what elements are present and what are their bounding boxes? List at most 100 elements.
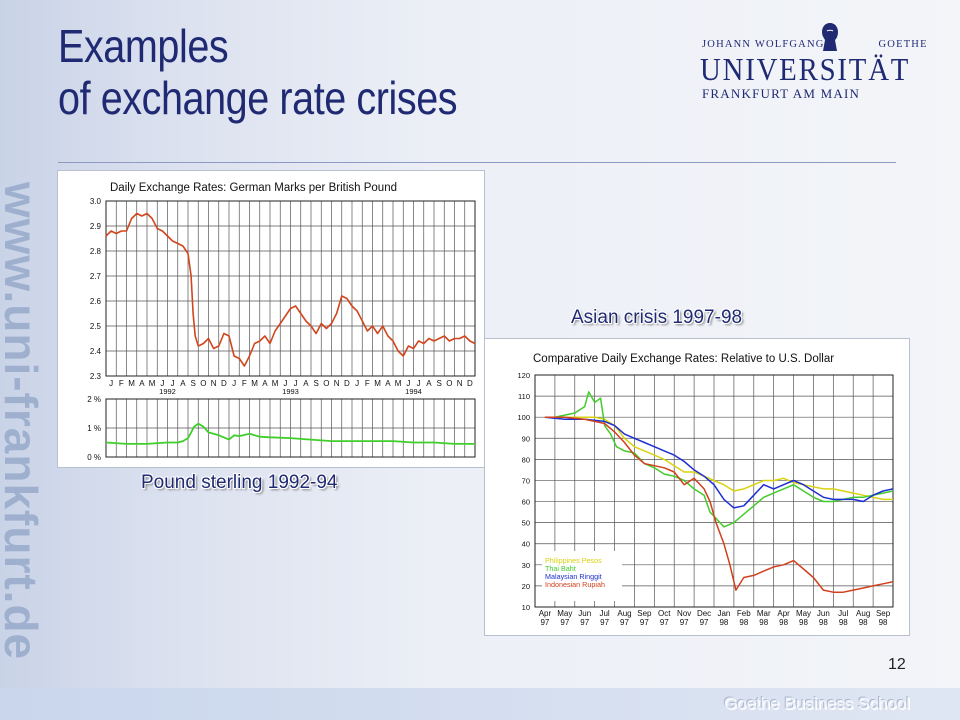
chart1-series-line [105, 212, 476, 367]
chart2-legend-entry: Thai Baht [545, 564, 576, 573]
chart2-xtick-year: 98 [839, 618, 848, 627]
chart2-ytick: 30 [522, 561, 530, 570]
chart1-ytick: 2.8 [90, 247, 102, 256]
chart1-xtick-month: J [160, 379, 164, 388]
chart1-xtick-month: A [180, 379, 186, 388]
chart1-xtick-month: N [334, 379, 340, 388]
chart2-series-line-3 [544, 416, 894, 593]
chart1-xtick-month: J [355, 379, 359, 388]
chart2-xtick-year: 97 [560, 618, 569, 627]
chart2-xtick-month: May [557, 609, 572, 618]
gbp-chart-caption: Pound sterling 1992-94 [141, 472, 338, 493]
chart1-xtick-month: M [149, 379, 156, 388]
title-divider [58, 162, 896, 163]
chart1-xtick-month: S [313, 379, 318, 388]
chart1-xtick-month: J [171, 379, 175, 388]
chart2-xtick-month: Sep [876, 609, 891, 618]
chart2-ytick: 100 [517, 413, 530, 422]
chart1-ytick: 3.0 [90, 197, 102, 206]
chart2-xtick-month: Nov [677, 609, 691, 618]
chart2-ytick: 120 [517, 371, 530, 380]
chart2-ytick: 110 [518, 392, 530, 401]
logo-surname: GOETHE [878, 39, 928, 50]
chart1-xtick-month: D [344, 379, 350, 388]
chart2-ytick: 90 [522, 434, 530, 443]
chart1-xtick-month: J [406, 379, 410, 388]
chart2-xtick-month: Mar [757, 609, 771, 618]
logo-name: UNIVERSITÄT [700, 51, 911, 87]
logo-first-names: JOHANN WOLFGANG [702, 39, 825, 50]
chart1-xtick-month: A [139, 379, 145, 388]
chart2-xtick-year: 97 [600, 618, 609, 627]
chart2-ytick: 50 [522, 519, 530, 528]
chart1-xtick-month: O [446, 379, 452, 388]
chart1-xtick-month: J [109, 379, 113, 388]
chart1-xtick-month: M [395, 379, 402, 388]
chart2-xtick-year: 98 [759, 618, 768, 627]
chart1-xtick-month: M [272, 379, 279, 388]
chart1-xtick-month: A [303, 379, 309, 388]
logo-city: FRANKFURT AM MAIN [702, 86, 861, 101]
chart1-plot-frame [105, 200, 476, 377]
chart2-xtick-month: Dec [697, 609, 711, 618]
chart2-legend-entry: Indonesian Rupiah [545, 580, 605, 589]
chart2-xtick-month: Jun [817, 609, 830, 618]
chart2-xtick-month: May [796, 609, 811, 618]
chart1-xtick-month: F [242, 379, 247, 388]
chart2-xtick-year: 98 [879, 618, 888, 627]
chart1-sub-ytick: 2 % [87, 395, 101, 404]
chart2-xtick-month: Jun [578, 609, 591, 618]
page-number: 12 [888, 656, 906, 673]
chart2-xtick-year: 97 [680, 618, 689, 627]
gbp-dem-chart-panel: Daily Exchange Rates: German Marks per B… [57, 170, 485, 468]
asia-crisis-chart: Comparative Daily Exchange Rates: Relati… [517, 353, 894, 627]
chart2-xtick-month: Aug [617, 609, 631, 618]
gbp-dem-chart: Daily Exchange Rates: German Marks per B… [87, 182, 476, 462]
logo-top-line: JOHANN WOLFGANG GOETHE [702, 39, 928, 50]
chart1-ytick: 2.6 [90, 297, 102, 306]
chart2-xtick-month: Jan [717, 609, 730, 618]
chart1-xtick-year: 1992 [159, 387, 176, 396]
chart2-xtick-month: Apr [777, 609, 790, 618]
chart1-xtick-month: M [251, 379, 258, 388]
chart2-ytick: 10 [522, 603, 530, 612]
chart1-xtick-month: S [190, 379, 195, 388]
chart1-xtick-month: D [221, 379, 227, 388]
chart1-xtick-month: A [385, 379, 391, 388]
chart2-xtick-year: 97 [580, 618, 589, 627]
chart2-ytick: 20 [522, 582, 530, 591]
chart1-xtick-month: F [119, 379, 124, 388]
chart2-legend-box [542, 551, 622, 601]
chart1-xtick-month: J [417, 379, 421, 388]
chart2-xtick-month: Aug [856, 609, 870, 618]
chart2-xtick-year: 97 [660, 618, 669, 627]
chart2-xtick-month: Apr [539, 609, 552, 618]
chart1-xtick-month: J [294, 379, 298, 388]
chart1-ytick: 2.7 [90, 272, 102, 281]
chart1-xtick-month: O [323, 379, 329, 388]
chart1-ytick: 2.9 [90, 222, 102, 231]
chart1-xtick-month: A [262, 379, 268, 388]
chart2-xtick-year: 97 [540, 618, 549, 627]
chart2-xtick-month: Jul [599, 609, 609, 618]
chart1-xtick-month: M [374, 379, 381, 388]
chart2-xtick-year: 98 [859, 618, 868, 627]
footer-brand: Goethe Business School [723, 694, 910, 713]
chart2-xtick-month: Oct [658, 609, 671, 618]
chart1-xtick-month: N [457, 379, 463, 388]
footer-band [0, 688, 960, 720]
chart2-title: Comparative Daily Exchange Rates: Relati… [533, 353, 834, 365]
chart1-xtick-month: M [128, 379, 135, 388]
chart1-xtick-month: A [426, 379, 432, 388]
chart2-xtick-year: 98 [799, 618, 808, 627]
chart1-title: Daily Exchange Rates: German Marks per B… [110, 182, 397, 194]
chart1-ytick: 2.3 [90, 372, 102, 381]
chart2-series-line-2 [544, 416, 894, 509]
chart1-xtick-month: J [232, 379, 236, 388]
asia-chart-caption: Asian crisis 1997-98 [571, 307, 743, 328]
chart2-xtick-month: Feb [737, 609, 751, 618]
chart2-ytick: 60 [522, 498, 530, 507]
chart1-xtick-month: S [436, 379, 441, 388]
chart2-xtick-year: 97 [620, 618, 629, 627]
chart1-xtick-year: 1994 [405, 387, 422, 396]
